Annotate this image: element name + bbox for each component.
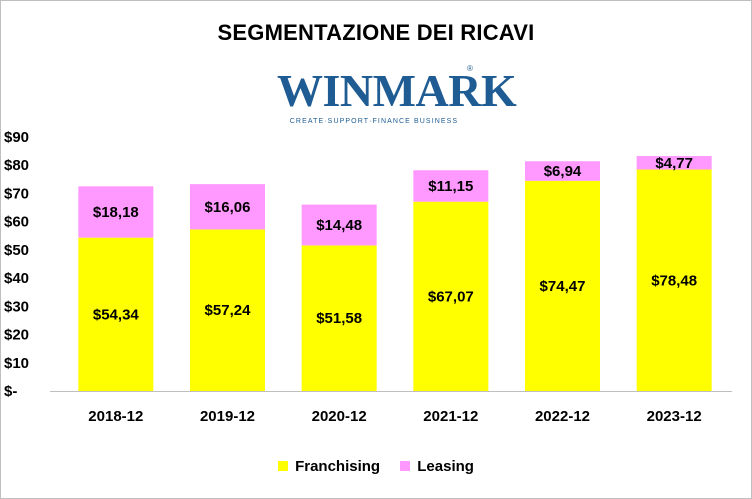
y-tick-label: $60 xyxy=(4,214,29,231)
x-tick-label: 2021-12 xyxy=(423,408,478,425)
data-label-franchising: $74,47 xyxy=(540,278,586,295)
data-label-leasing: $4,77 xyxy=(655,155,693,172)
x-tick-label: 2019-12 xyxy=(200,408,255,425)
data-label-leasing: $18,18 xyxy=(93,204,139,221)
data-label-franchising: $51,58 xyxy=(316,310,362,327)
bar-leasing-2022-12 xyxy=(525,161,600,181)
data-label-franchising: $54,34 xyxy=(93,306,140,323)
y-tick-label: $90 xyxy=(4,129,29,146)
bar-leasing-2020-12 xyxy=(301,204,377,246)
bar-franchising-2019-12 xyxy=(190,229,265,391)
y-tick-label: $- xyxy=(4,383,17,400)
x-tick-label: 2023-12 xyxy=(647,408,702,425)
y-tick-label: $80 xyxy=(4,157,29,174)
x-tick-label: 2022-12 xyxy=(535,408,590,425)
data-label-franchising: $78,48 xyxy=(651,272,697,289)
y-tick-label: $40 xyxy=(4,270,29,287)
chart-legend: Franchising Leasing xyxy=(0,458,752,475)
bar-franchising-2022-12 xyxy=(525,180,600,391)
winmark-logo: WINMARK ® CREATE·SUPPORT·FINANCE BUSINES… xyxy=(277,64,517,130)
y-tick-label: $30 xyxy=(4,298,29,315)
bar-franchising-2021-12 xyxy=(413,201,489,391)
legend-swatch-leasing xyxy=(400,461,411,472)
bar-franchising-2018-12 xyxy=(78,237,154,391)
data-label-leasing: $6,94 xyxy=(544,163,582,180)
y-tick-label: $20 xyxy=(4,327,29,344)
legend-item-leasing: Leasing xyxy=(400,458,474,475)
data-label-leasing: $14,48 xyxy=(316,217,362,234)
bar-leasing-2021-12 xyxy=(413,170,489,202)
data-label-franchising: $57,24 xyxy=(205,302,252,319)
legend-label-leasing: Leasing xyxy=(417,458,474,475)
data-label-leasing: $11,15 xyxy=(428,178,473,195)
bar-franchising-2023-12 xyxy=(636,169,712,391)
legend-swatch-franchising xyxy=(278,461,289,472)
legend-item-franchising: Franchising xyxy=(278,458,380,475)
chart-title: SEGMENTAZIONE DEI RICAVI xyxy=(217,20,535,45)
data-label-franchising: $67,07 xyxy=(428,288,474,305)
y-tick-label: $50 xyxy=(4,242,29,259)
bar-franchising-2020-12 xyxy=(301,245,377,391)
logo-tagline: CREATE·SUPPORT·FINANCE BUSINESS xyxy=(289,118,459,125)
data-label-leasing: $16,06 xyxy=(205,199,251,216)
y-tick-label: $10 xyxy=(4,355,29,372)
x-tick-label: 2020-12 xyxy=(312,408,367,425)
logo-registered-mark: ® xyxy=(467,64,473,73)
bar-leasing-2019-12 xyxy=(190,184,265,230)
bar-leasing-2018-12 xyxy=(78,186,154,238)
y-tick-label: $70 xyxy=(4,185,29,202)
x-tick-label: 2018-12 xyxy=(88,408,143,425)
legend-label-franchising: Franchising xyxy=(295,458,381,475)
bar-leasing-2023-12 xyxy=(636,156,712,170)
